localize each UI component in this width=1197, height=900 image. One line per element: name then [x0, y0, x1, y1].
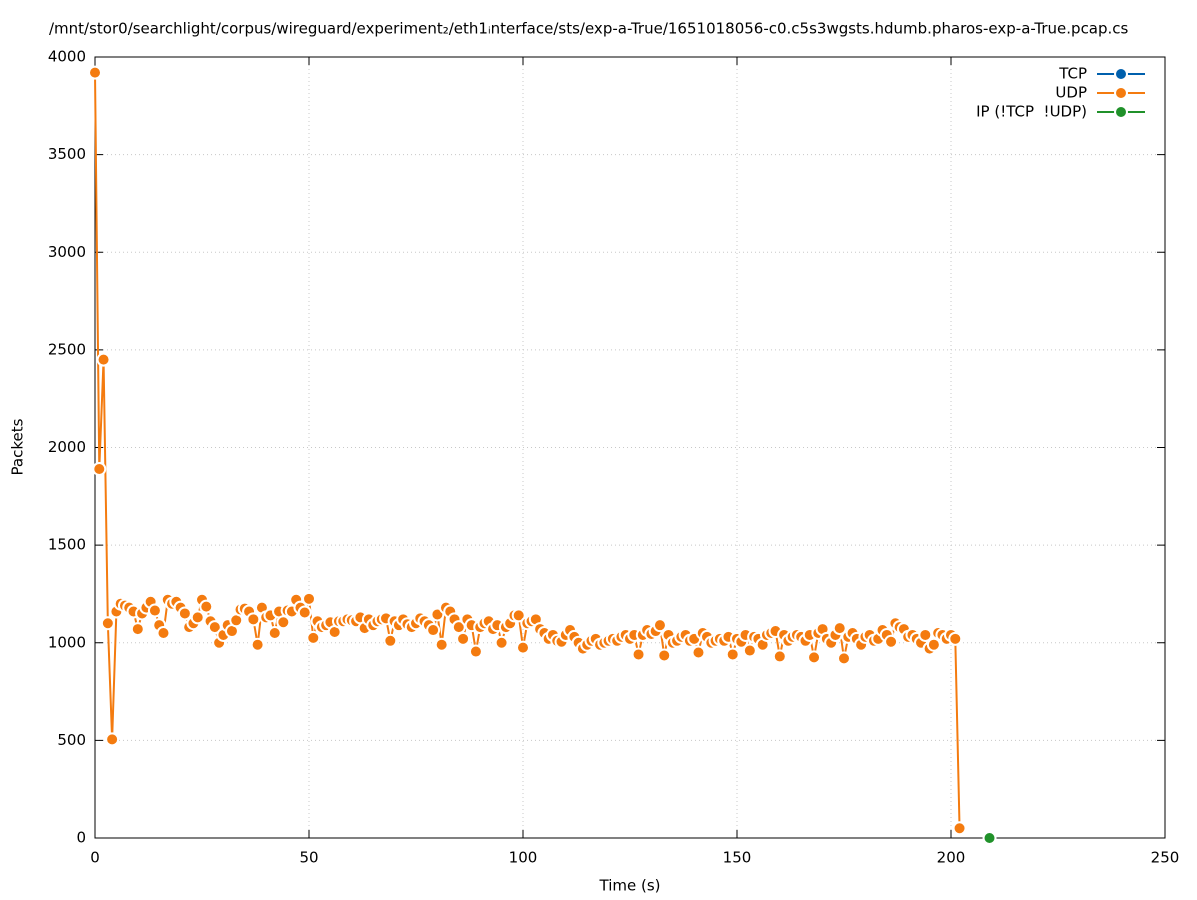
data-point [276, 615, 291, 630]
y-tick-label: 0 [76, 829, 86, 847]
legend-label: UDP [1055, 84, 1087, 102]
data-point [631, 647, 646, 662]
data-point [302, 591, 316, 606]
data-point [434, 637, 449, 652]
data-point [190, 610, 205, 625]
data-point [807, 650, 822, 665]
legend-marker [1114, 105, 1128, 119]
data-point [92, 461, 107, 476]
data-point [494, 635, 509, 650]
data-point [652, 618, 667, 633]
y-tick-label: 4000 [48, 48, 86, 66]
legend-label: IP (!TCP !UDP) [976, 103, 1087, 121]
data-point [926, 637, 941, 652]
y-tick-label: 2000 [48, 438, 86, 456]
data-point [657, 648, 672, 663]
data-point [130, 622, 145, 637]
data-point [516, 640, 530, 655]
data-point [105, 732, 120, 747]
data-point [96, 352, 111, 367]
data-point [199, 599, 214, 614]
data-point [156, 625, 171, 640]
y-axis-label: Packets [9, 418, 27, 475]
data-point [250, 637, 265, 652]
data-point [832, 621, 847, 636]
y-tick-label: 500 [57, 731, 86, 749]
x-tick-label: 50 [299, 849, 318, 867]
data-point [147, 603, 162, 618]
y-tick-label: 1500 [48, 536, 86, 554]
data-point [426, 623, 441, 638]
data-point [918, 627, 933, 642]
data-point [952, 821, 967, 836]
data-point [772, 649, 787, 664]
y-tick-label: 3000 [48, 243, 86, 261]
legend-marker [1114, 67, 1128, 81]
x-axis-label: Time (s) [599, 877, 661, 895]
y-tick-label: 3500 [48, 145, 86, 163]
data-point [451, 620, 466, 635]
data-point [297, 605, 312, 620]
data-point [725, 647, 740, 662]
data-point [468, 644, 483, 659]
data-point [456, 631, 471, 646]
data-point [884, 634, 899, 649]
x-tick-label: 100 [509, 849, 538, 867]
x-tick-label: 250 [1151, 849, 1180, 867]
data-point [383, 633, 398, 648]
data-point [267, 625, 282, 640]
x-tick-label: 200 [937, 849, 966, 867]
chart-title: /mnt/stor0/searchlight/corpus/wireguard/… [49, 20, 1129, 38]
data-point [948, 631, 963, 646]
data-point [88, 65, 102, 80]
data-point [100, 616, 115, 631]
data-point [982, 831, 997, 845]
x-tick-label: 0 [90, 849, 100, 867]
legend-label: TCP [1058, 65, 1087, 83]
series-line [94, 72, 961, 829]
data-point [742, 643, 757, 658]
data-point [691, 645, 706, 660]
legend-marker [1114, 86, 1128, 100]
data-point [177, 606, 192, 621]
data-point [306, 630, 321, 645]
data-point [837, 651, 851, 666]
data-point [207, 620, 222, 635]
y-tick-label: 2500 [48, 340, 86, 358]
x-tick-label: 150 [723, 849, 752, 867]
y-tick-label: 1000 [48, 633, 86, 651]
plot-border [94, 56, 1166, 839]
data-point [511, 608, 526, 623]
data-point [246, 612, 261, 627]
